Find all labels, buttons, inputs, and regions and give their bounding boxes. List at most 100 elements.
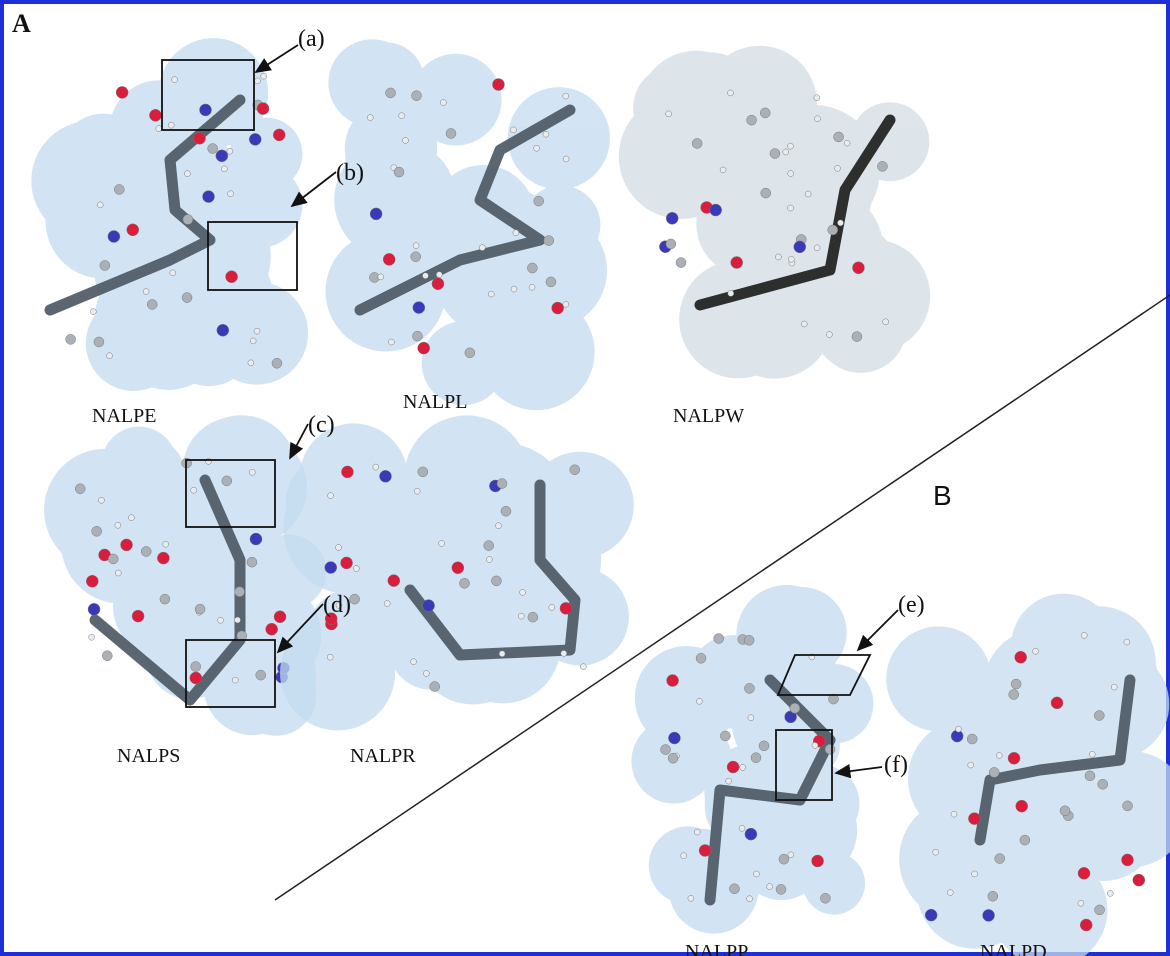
molecule-label: NALPL xyxy=(403,391,467,413)
annotation: (b) xyxy=(336,160,364,186)
atom xyxy=(341,466,353,478)
atom xyxy=(510,127,516,133)
molecule-label: NALPP xyxy=(685,941,748,956)
atom xyxy=(753,871,759,877)
atom xyxy=(327,654,333,660)
atom xyxy=(788,256,794,262)
atom xyxy=(203,191,215,203)
atom xyxy=(511,286,517,292)
atom xyxy=(423,670,429,676)
atom xyxy=(495,523,501,529)
atom xyxy=(661,745,671,755)
atom xyxy=(681,853,687,859)
atom xyxy=(383,253,395,265)
atom xyxy=(1123,801,1133,811)
atom xyxy=(812,742,818,748)
atom xyxy=(98,497,104,503)
atom xyxy=(488,291,494,297)
atom xyxy=(989,767,999,777)
atom xyxy=(534,196,544,206)
atom xyxy=(436,272,442,278)
molecule-label: NALPW xyxy=(673,405,744,427)
atom xyxy=(414,488,420,494)
atom xyxy=(217,324,229,336)
atom xyxy=(883,319,889,325)
atom xyxy=(747,896,753,902)
panel-label: A xyxy=(12,9,31,38)
atom xyxy=(549,604,555,610)
atom xyxy=(418,342,430,354)
atom xyxy=(227,148,233,154)
atom xyxy=(116,86,128,98)
atom xyxy=(534,145,540,151)
atom xyxy=(1051,697,1063,709)
atom xyxy=(820,893,830,903)
molecule-label: NALPR xyxy=(350,745,416,767)
atom xyxy=(156,126,162,132)
atom xyxy=(1121,854,1133,866)
atom xyxy=(460,578,470,588)
atom xyxy=(1107,890,1113,896)
atom xyxy=(90,309,96,315)
atom xyxy=(546,277,556,287)
atom xyxy=(256,670,266,680)
atom xyxy=(826,331,832,337)
molecule-label: NALPE xyxy=(92,405,156,427)
molecule-label: NALPD xyxy=(980,941,1047,956)
atom xyxy=(413,243,419,249)
atom xyxy=(491,576,501,586)
atom xyxy=(247,557,257,567)
atom xyxy=(422,273,428,279)
atom xyxy=(877,161,887,171)
atom xyxy=(1060,806,1070,816)
atom xyxy=(325,562,337,574)
atom xyxy=(190,672,202,684)
atom xyxy=(272,358,282,368)
atom xyxy=(149,109,161,121)
atom xyxy=(379,470,391,482)
atom xyxy=(776,884,786,894)
atom xyxy=(1095,905,1105,915)
atom xyxy=(667,675,679,687)
atom xyxy=(384,600,390,606)
atom xyxy=(666,212,678,224)
atom xyxy=(100,260,110,270)
atom xyxy=(543,131,549,137)
atom xyxy=(486,557,492,563)
atom xyxy=(729,884,739,894)
atom xyxy=(720,731,730,741)
atom xyxy=(250,533,262,545)
atom xyxy=(805,191,811,197)
atom xyxy=(132,610,144,622)
atom xyxy=(563,156,569,162)
atom xyxy=(250,338,256,344)
atom xyxy=(834,132,844,142)
atom xyxy=(770,149,780,159)
atom xyxy=(775,254,781,260)
atom xyxy=(127,224,139,236)
atom xyxy=(1085,771,1095,781)
atom xyxy=(688,895,694,901)
atom xyxy=(844,140,850,146)
atom xyxy=(710,204,722,216)
atom xyxy=(790,703,800,713)
atom xyxy=(696,698,702,704)
atom xyxy=(967,734,977,744)
atom xyxy=(465,348,475,358)
atom xyxy=(1133,874,1145,886)
atom xyxy=(370,208,382,220)
atom xyxy=(947,890,953,896)
atom xyxy=(720,167,726,173)
atom xyxy=(228,191,234,197)
atom xyxy=(102,651,112,661)
atom xyxy=(1094,711,1104,721)
atom xyxy=(266,623,278,635)
atom xyxy=(666,111,672,117)
atom xyxy=(744,635,754,645)
atom xyxy=(75,484,85,494)
atom xyxy=(925,909,937,921)
surface-lobe xyxy=(736,585,837,686)
atom xyxy=(767,884,773,890)
atom xyxy=(446,128,456,138)
atom xyxy=(1078,867,1090,879)
